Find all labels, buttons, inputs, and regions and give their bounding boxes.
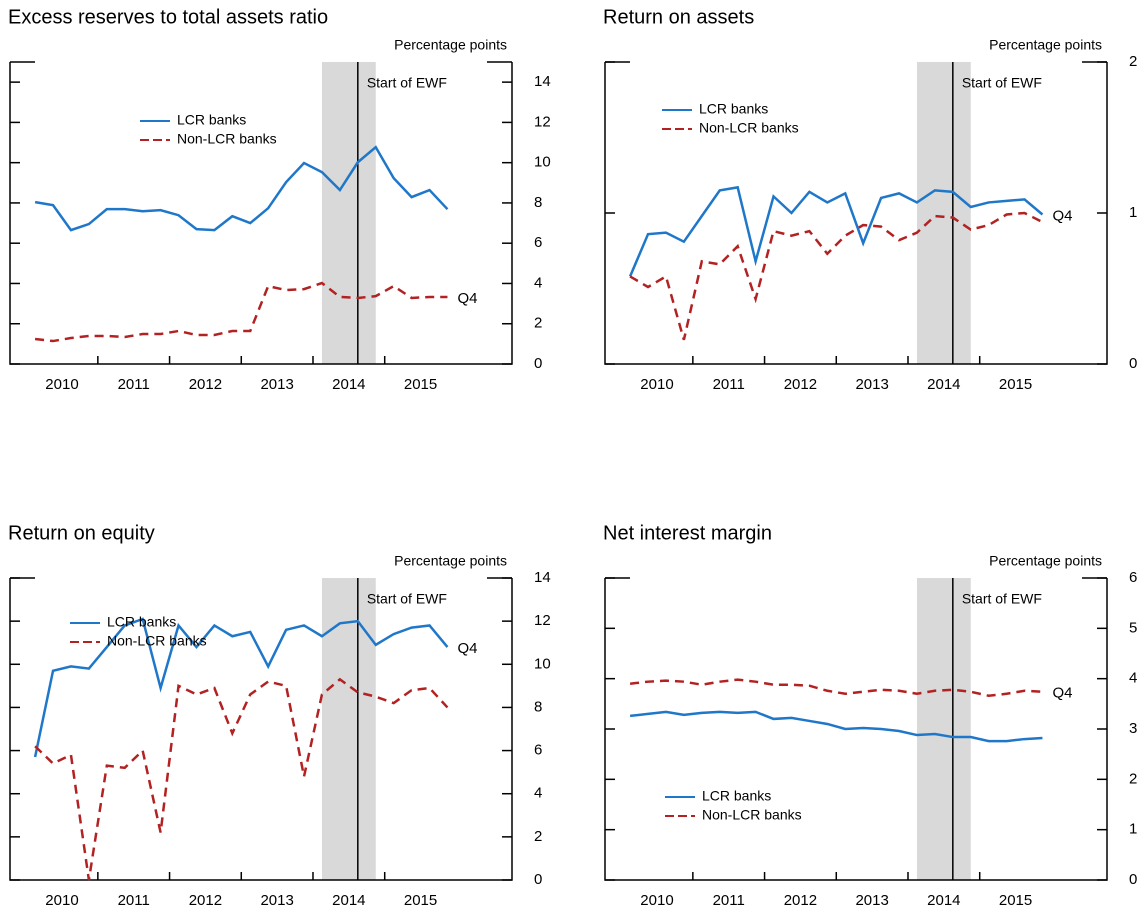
x-tick-label: 2014	[927, 892, 960, 909]
shaded-period	[916, 578, 971, 880]
chart-title: Excess reserves to total assets ratio	[8, 6, 328, 28]
axis-unit-label: Percentage points	[989, 553, 1102, 569]
x-tick-label: 2015	[999, 376, 1032, 393]
x-tick-label: 2014	[332, 376, 365, 393]
legend-label: LCR banks	[702, 788, 771, 804]
y-tick-label: 4	[534, 785, 542, 802]
y-tick-label: 3	[1129, 720, 1137, 737]
series-line	[629, 710, 1043, 743]
end-label: Q4	[457, 640, 477, 657]
chart-title: Return on equity	[8, 522, 155, 544]
y-tick-label: 0	[1129, 355, 1137, 372]
axis-unit-label: Percentage points	[394, 37, 507, 53]
event-label: Start of EWF	[367, 591, 447, 607]
y-tick-label: 2	[1129, 770, 1137, 787]
x-tick-label: 2010	[640, 892, 673, 909]
x-tick-label: 2014	[332, 892, 365, 909]
y-tick-label: 4	[534, 274, 542, 291]
shaded-period	[321, 62, 376, 364]
legend-label: Non-LCR banks	[702, 807, 802, 823]
end-label: Q4	[1052, 207, 1072, 224]
end-label: Q4	[457, 290, 477, 307]
y-tick-label: 8	[534, 194, 542, 211]
series-line	[33, 617, 449, 758]
y-tick-label: 12	[534, 612, 551, 629]
x-tick-label: 2012	[784, 892, 817, 909]
y-tick-label: 6	[534, 742, 542, 759]
x-tick-label: 2010	[45, 892, 78, 909]
y-tick-label: 0	[534, 871, 542, 888]
event-label: Start of EWF	[367, 75, 447, 91]
y-tick-label: 4	[1129, 670, 1137, 687]
x-tick-label: 2015	[404, 892, 437, 909]
x-tick-label: 2015	[999, 892, 1032, 909]
y-tick-label: 2	[534, 828, 542, 845]
x-tick-label: 2013	[260, 892, 293, 909]
y-tick-label: 2	[1129, 53, 1137, 70]
y-tick-label: 6	[534, 234, 542, 251]
chart-title: Net interest margin	[603, 522, 772, 544]
shaded-period	[916, 62, 971, 364]
x-tick-label: 2012	[784, 376, 817, 393]
series-line	[628, 185, 1044, 277]
y-tick-label: 8	[534, 698, 542, 715]
end-label: Q4	[1052, 685, 1072, 702]
axis-unit-label: Percentage points	[989, 37, 1102, 53]
x-tick-label: 2010	[45, 376, 78, 393]
event-label: Start of EWF	[962, 591, 1042, 607]
axis-frame	[604, 61, 1108, 365]
series-line	[34, 677, 449, 881]
y-tick-label: 1	[1129, 204, 1137, 221]
x-tick-label: 2012	[189, 376, 222, 393]
axis-frame	[9, 61, 513, 365]
y-tick-label: 10	[534, 655, 551, 672]
y-tick-label: 6	[1129, 569, 1137, 586]
series-line	[629, 211, 1044, 341]
x-tick-label: 2013	[855, 376, 888, 393]
series-line	[34, 145, 449, 232]
x-tick-label: 2013	[855, 892, 888, 909]
y-tick-label: 14	[534, 73, 551, 90]
x-tick-label: 2011	[713, 376, 745, 393]
y-tick-label: 0	[1129, 871, 1137, 888]
axis-unit-label: Percentage points	[394, 553, 507, 569]
legend-label: Non-LCR banks	[177, 131, 277, 147]
legend-label: Non-LCR banks	[699, 120, 799, 136]
x-tick-label: 2011	[118, 892, 150, 909]
series-line	[629, 678, 1043, 698]
chart-title: Return on assets	[603, 6, 754, 28]
event-label: Start of EWF	[962, 75, 1042, 91]
x-tick-label: 2013	[260, 376, 293, 393]
legend-label: Non-LCR banks	[107, 633, 207, 649]
x-tick-label: 2015	[404, 376, 437, 393]
legend-label: LCR banks	[177, 112, 246, 128]
y-tick-label: 12	[534, 113, 551, 130]
x-tick-label: 2014	[927, 376, 960, 393]
x-tick-label: 2012	[189, 892, 222, 909]
x-tick-label: 2011	[713, 892, 745, 909]
y-tick-label: 14	[534, 569, 551, 586]
x-tick-label: 2011	[118, 376, 150, 393]
y-tick-label: 1	[1129, 821, 1137, 838]
series-line	[34, 281, 448, 343]
y-tick-label: 5	[1129, 619, 1137, 636]
legend-label: LCR banks	[699, 101, 768, 117]
x-tick-label: 2010	[640, 376, 673, 393]
y-tick-label: 2	[534, 315, 542, 332]
y-tick-label: 0	[534, 355, 542, 372]
legend-label: LCR banks	[107, 614, 176, 630]
y-tick-label: 10	[534, 154, 551, 171]
